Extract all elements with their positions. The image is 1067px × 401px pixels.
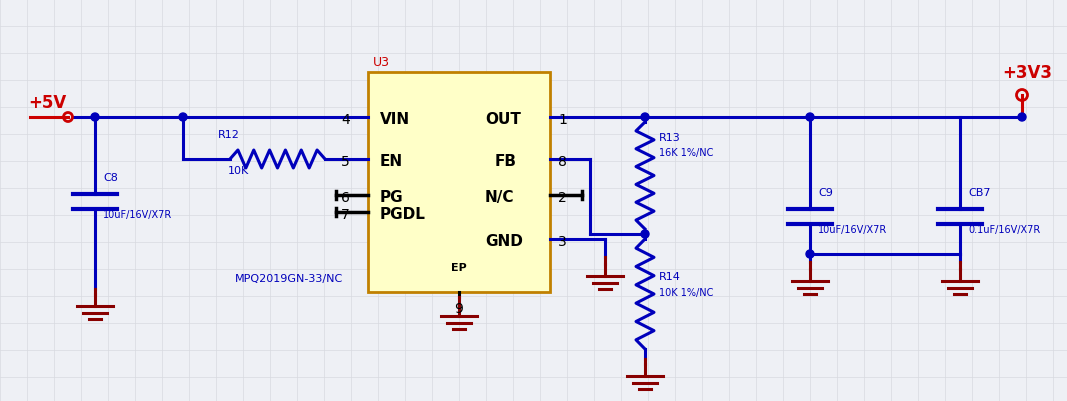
Text: FB: FB <box>495 154 517 168</box>
Text: PGDL: PGDL <box>380 207 426 221</box>
Text: 3: 3 <box>558 235 567 248</box>
Text: N/C: N/C <box>485 190 514 205</box>
Text: R12: R12 <box>218 130 240 140</box>
Text: 10uF/16V/X7R: 10uF/16V/X7R <box>103 209 172 219</box>
Text: GND: GND <box>485 233 523 248</box>
Text: EP: EP <box>451 262 466 272</box>
Text: 16K 1%/NC: 16K 1%/NC <box>659 148 714 158</box>
Circle shape <box>641 231 649 239</box>
Text: OUT: OUT <box>485 112 521 127</box>
Text: 9: 9 <box>453 301 463 315</box>
Bar <box>368 73 550 292</box>
Circle shape <box>1018 114 1026 122</box>
Circle shape <box>179 114 187 122</box>
Text: MPQ2019GN-33/NC: MPQ2019GN-33/NC <box>235 273 344 283</box>
Text: R13: R13 <box>659 133 681 143</box>
Text: +5V: +5V <box>28 94 66 112</box>
Text: 10uF/16V/X7R: 10uF/16V/X7R <box>818 225 888 235</box>
Text: 7: 7 <box>341 207 350 221</box>
Text: R14: R14 <box>659 271 681 281</box>
Text: EN: EN <box>380 154 403 168</box>
Text: 8: 8 <box>558 155 567 168</box>
Circle shape <box>806 250 814 258</box>
Text: CB7: CB7 <box>968 188 990 198</box>
Circle shape <box>91 114 99 122</box>
Text: C8: C8 <box>103 172 117 182</box>
Text: 4: 4 <box>341 113 350 127</box>
Text: +3V3: +3V3 <box>1002 64 1052 82</box>
Text: 2: 2 <box>558 190 567 205</box>
Text: U3: U3 <box>373 56 391 69</box>
Circle shape <box>641 114 649 122</box>
Text: 10K: 10K <box>228 166 250 176</box>
Text: 6: 6 <box>341 190 350 205</box>
Text: VIN: VIN <box>380 112 410 127</box>
Text: C9: C9 <box>818 188 833 198</box>
Text: PG: PG <box>380 190 403 205</box>
Text: 5: 5 <box>341 155 350 168</box>
Text: 0.1uF/16V/X7R: 0.1uF/16V/X7R <box>968 225 1040 235</box>
Text: 10K 1%/NC: 10K 1%/NC <box>659 287 714 297</box>
Text: 1: 1 <box>558 113 567 127</box>
Circle shape <box>806 114 814 122</box>
